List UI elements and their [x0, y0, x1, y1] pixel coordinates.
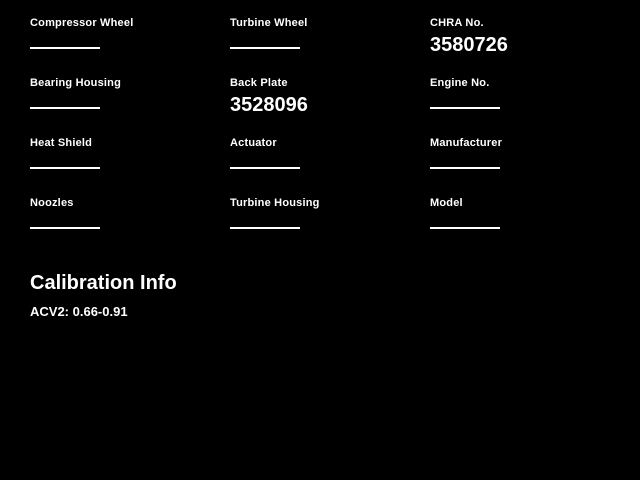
field-label: Model: [430, 197, 463, 209]
field-label: Engine No.: [430, 77, 490, 89]
field-model: Model: [430, 196, 630, 256]
actuator-input-underline[interactable]: [230, 167, 300, 169]
field-label: Noozles: [30, 197, 74, 209]
chra-no-value[interactable]: 3580726: [430, 34, 508, 56]
calibration-info-title: Calibration Info: [30, 272, 177, 294]
field-label: Compressor Wheel: [30, 17, 134, 29]
field-turbine-housing: Turbine Housing: [230, 196, 430, 256]
field-compressor-wheel: Compressor Wheel: [30, 16, 230, 76]
field-back-plate: Back Plate 3528096: [230, 76, 430, 136]
model-input-underline[interactable]: [430, 227, 500, 229]
field-label: Heat Shield: [30, 137, 93, 149]
field-label: Actuator: [230, 137, 277, 149]
calibration-acv2-value: ACV2: 0.66-0.91: [30, 304, 128, 319]
field-turbine-wheel: Turbine Wheel: [230, 16, 430, 76]
field-bearing-housing: Bearing Housing: [30, 76, 230, 136]
field-actuator: Actuator: [230, 136, 430, 196]
manufacturer-input-underline[interactable]: [430, 167, 500, 169]
back-plate-value[interactable]: 3528096: [230, 94, 308, 116]
field-manufacturer: Manufacturer: [430, 136, 630, 196]
engine-no-input-underline[interactable]: [430, 107, 500, 109]
field-heat-shield: Heat Shield: [30, 136, 230, 196]
field-label: Bearing Housing: [30, 77, 122, 89]
bearing-housing-input-underline[interactable]: [30, 107, 100, 109]
field-label: Back Plate: [230, 77, 288, 89]
field-label: Manufacturer: [430, 137, 503, 149]
turbine-housing-input-underline[interactable]: [230, 227, 300, 229]
noozles-input-underline[interactable]: [30, 227, 100, 229]
field-label: CHRA No.: [430, 17, 484, 29]
field-noozles: Noozles: [30, 196, 230, 256]
turbine-wheel-input-underline[interactable]: [230, 47, 300, 49]
field-label: Turbine Wheel: [230, 17, 308, 29]
fields-grid: Compressor Wheel Turbine Wheel CHRA No. …: [30, 16, 630, 256]
compressor-wheel-input-underline[interactable]: [30, 47, 100, 49]
field-chra-no: CHRA No. 3580726: [430, 16, 630, 76]
heat-shield-input-underline[interactable]: [30, 167, 100, 169]
field-label: Turbine Housing: [230, 197, 320, 209]
field-engine-no: Engine No.: [430, 76, 630, 136]
